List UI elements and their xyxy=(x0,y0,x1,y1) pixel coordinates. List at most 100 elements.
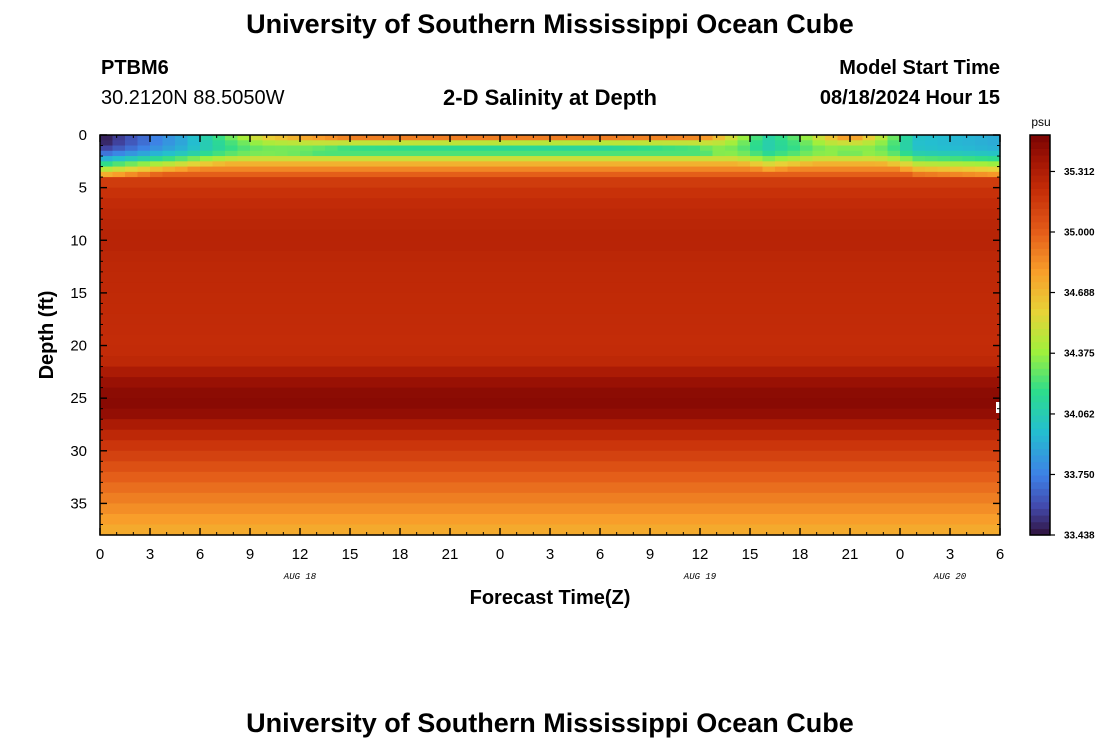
heatmap-cell xyxy=(500,492,514,505)
heatmap-cell xyxy=(537,503,551,515)
heatmap-cell xyxy=(687,524,701,536)
heatmap-cell xyxy=(312,461,326,473)
heatmap-cell xyxy=(287,503,301,515)
heatmap-cell xyxy=(175,503,189,515)
heatmap-cell xyxy=(612,240,626,252)
heatmap-cell xyxy=(487,208,501,220)
heatmap-cell xyxy=(662,398,676,410)
heatmap-cell xyxy=(562,282,576,294)
heatmap-cell xyxy=(512,219,526,231)
heatmap-cell xyxy=(925,450,939,462)
heatmap-cell xyxy=(262,398,276,410)
heatmap-cell xyxy=(350,208,364,220)
heatmap-cell xyxy=(875,271,889,283)
heatmap-cell xyxy=(800,387,814,399)
heatmap-cell xyxy=(687,219,701,231)
heatmap-cell xyxy=(850,408,864,420)
heatmap-cell xyxy=(925,198,939,210)
heatmap-cell xyxy=(800,503,814,515)
heatmap-cell xyxy=(175,429,189,441)
heatmap-cell xyxy=(787,313,801,326)
heatmap-cell xyxy=(812,429,826,441)
heatmap-cell xyxy=(662,135,676,141)
heatmap-cell xyxy=(362,313,376,326)
heatmap-cell xyxy=(375,419,389,431)
heatmap-cell xyxy=(812,187,826,199)
heatmap-cell xyxy=(962,171,976,178)
heatmap-cell xyxy=(175,471,189,483)
heatmap-cell xyxy=(450,292,464,305)
heatmap-cell xyxy=(125,450,139,462)
heatmap-cell xyxy=(700,166,714,173)
heatmap-cell xyxy=(450,356,464,368)
heatmap-cell xyxy=(962,271,976,283)
heatmap-cell xyxy=(287,471,301,483)
heatmap-cell xyxy=(425,145,439,152)
heatmap-cell xyxy=(412,313,426,326)
heatmap-cell xyxy=(512,503,526,515)
heatmap-cell xyxy=(462,292,476,305)
heatmap-cell xyxy=(275,482,289,494)
heatmap-cell xyxy=(462,177,476,189)
heatmap-cell xyxy=(175,335,189,347)
heatmap-cell xyxy=(950,145,964,152)
heatmap-cell xyxy=(887,345,901,357)
heatmap-cell xyxy=(650,345,664,357)
heatmap-cell xyxy=(275,335,289,347)
heatmap-cell xyxy=(925,140,939,147)
heatmap-cell xyxy=(162,303,176,315)
heatmap-cell xyxy=(400,250,414,262)
heatmap-cell xyxy=(325,208,339,220)
heatmap-cell xyxy=(775,198,789,210)
heatmap-cell xyxy=(100,166,114,173)
heatmap-cell xyxy=(612,166,626,173)
heatmap-cell xyxy=(825,261,839,273)
colorbar-swatch xyxy=(1030,468,1050,476)
heatmap-cell xyxy=(575,440,589,452)
heatmap-cell xyxy=(287,524,301,536)
heatmap-cell xyxy=(212,440,226,452)
heatmap-cell xyxy=(925,356,939,368)
heatmap-cell xyxy=(425,356,439,368)
heatmap-cell xyxy=(450,345,464,357)
heatmap-cell xyxy=(612,345,626,357)
heatmap-cell xyxy=(875,313,889,326)
heatmap-cell xyxy=(900,156,914,162)
heatmap-cell xyxy=(612,135,626,141)
heatmap-cell xyxy=(737,240,751,252)
colorbar-swatch xyxy=(1030,228,1050,236)
heatmap-cell xyxy=(837,356,851,368)
heatmap-cell xyxy=(225,313,239,326)
heatmap-cell xyxy=(612,429,626,441)
heatmap-cell xyxy=(637,135,651,141)
heatmap-cell xyxy=(462,324,476,336)
heatmap-cell xyxy=(300,187,314,199)
heatmap-cell xyxy=(175,150,189,157)
heatmap-cell xyxy=(212,250,226,262)
heatmap-cell xyxy=(212,398,226,410)
heatmap-cell xyxy=(237,140,251,147)
heatmap-cell xyxy=(775,471,789,483)
heatmap-cell xyxy=(162,313,176,326)
heatmap-cell xyxy=(612,324,626,336)
heatmap-cell xyxy=(600,524,614,536)
heatmap-cell xyxy=(950,398,964,410)
heatmap-cell xyxy=(425,240,439,252)
heatmap-cell xyxy=(987,219,1001,231)
heatmap-cell xyxy=(800,150,814,157)
colorbar-swatch xyxy=(1030,148,1050,156)
heatmap-cell xyxy=(900,313,914,326)
heatmap-cell xyxy=(887,271,901,283)
heatmap-cell xyxy=(425,387,439,399)
heatmap-cell xyxy=(900,419,914,431)
heatmap-cell xyxy=(912,524,926,536)
heatmap-cell xyxy=(112,450,126,462)
heatmap-cell xyxy=(612,313,626,326)
heatmap-cell xyxy=(975,140,989,147)
heatmap-cell xyxy=(687,140,701,147)
heatmap-cell xyxy=(500,240,514,252)
heatmap-cell xyxy=(762,450,776,462)
heatmap-cell xyxy=(350,356,364,368)
heatmap-cell xyxy=(100,524,114,536)
heatmap-cell xyxy=(925,377,939,389)
